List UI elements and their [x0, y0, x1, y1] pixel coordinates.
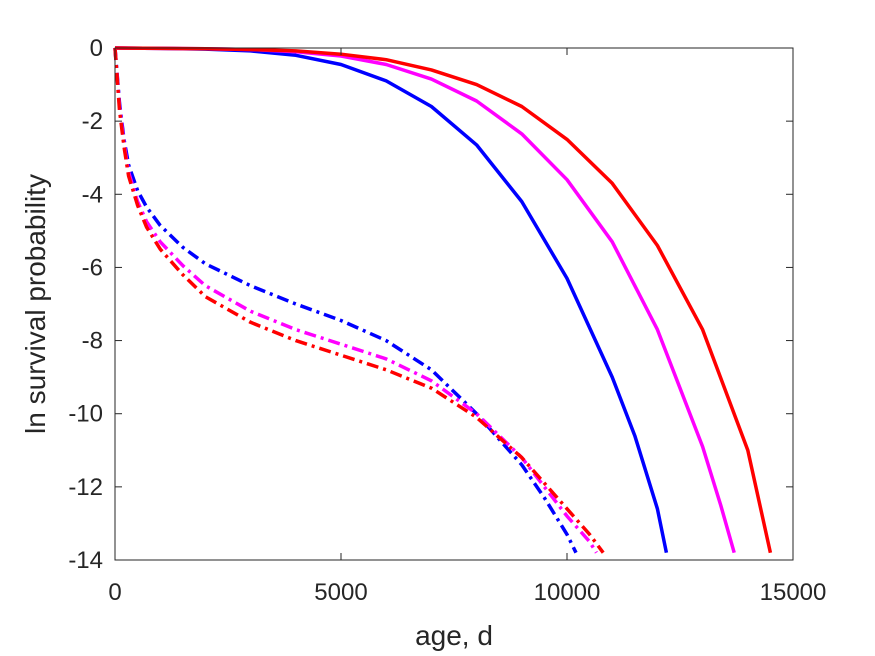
y-tick-label: -12: [68, 474, 103, 501]
ticks-layer: 0 5000 10000 15000 0 -2 -4 -6 -8 -10 -12 -14: [68, 35, 826, 606]
plot-area-box: [114, 47, 794, 561]
y-tick-label: 0: [90, 35, 103, 62]
series-line-3: [114, 46, 773, 554]
y-tick-label: -8: [82, 328, 103, 355]
x-tick-label: 0: [108, 579, 121, 606]
x-tick-label: 10000: [534, 579, 601, 606]
y-axis-label: ln survival probability: [20, 174, 51, 434]
x-axis-label: age, d: [415, 620, 493, 651]
y-tick-label: -6: [82, 254, 103, 281]
series-layer: [113, 46, 773, 554]
y-tick-label: -14: [68, 547, 103, 574]
series-line-6: [113, 47, 605, 554]
y-tick-label: -4: [82, 181, 103, 208]
y-tick-label: -10: [68, 401, 103, 428]
x-tick-label: 15000: [760, 579, 827, 606]
x-tick-label: 5000: [314, 579, 367, 606]
y-tick-label: -2: [82, 108, 103, 135]
